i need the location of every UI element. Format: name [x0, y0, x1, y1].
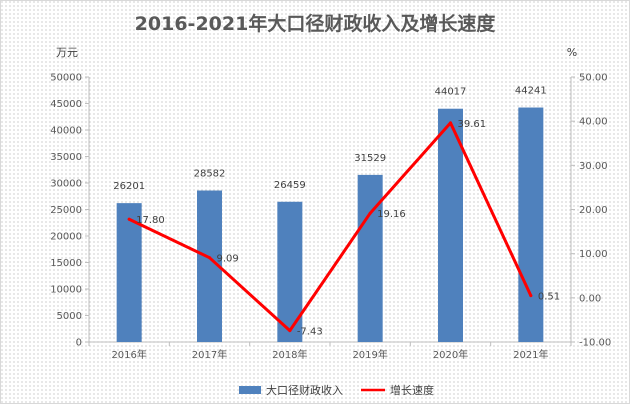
revenue-bar: [116, 203, 142, 342]
revenue-bar-label: 26201: [113, 181, 145, 192]
y-left-tick-label: 50000: [50, 73, 82, 84]
y-left-tick-label: 45000: [50, 99, 82, 110]
y-left-tick-label: 40000: [50, 126, 82, 137]
y-left-tick-label: 25000: [50, 205, 82, 216]
revenue-bar: [357, 174, 383, 342]
growth-rate-point: [449, 121, 452, 125]
growth-rate-point: [127, 217, 131, 221]
revenue-bar-label: 28582: [194, 169, 226, 180]
y-left-tick-label: 30000: [50, 179, 82, 190]
x-tick-label: 2019年: [352, 348, 387, 361]
y-left-tick-label: 0: [76, 338, 82, 349]
y-left-unit: 万元: [56, 46, 78, 59]
legend-label-revenue: 大口径财政收入: [266, 383, 343, 397]
growth-rate-label: 0.51: [538, 292, 560, 303]
chart-title: 2016-2021年大口径财政收入及增长速度: [135, 12, 497, 35]
y-right-tick-label: 20.00: [579, 205, 608, 216]
revenue-bar: [438, 108, 463, 342]
growth-rate-label: 9.09: [217, 254, 239, 265]
growth-rate-point: [288, 329, 292, 333]
revenue-bar-label: 44017: [435, 87, 467, 98]
y-right-tick-label: 30.00: [579, 161, 608, 172]
x-tick-label: 2021年: [513, 348, 548, 361]
y-right-tick-label: 10.00: [579, 249, 608, 260]
legend-label-growth: 增长速度: [390, 383, 434, 397]
growth-rate-label: 39.61: [458, 119, 487, 130]
y-right-tick-label: 50.00: [579, 73, 608, 84]
growth-rate-label: 17.80: [136, 215, 165, 226]
growth-rate-line: [127, 121, 533, 333]
revenue-bar: [518, 107, 544, 342]
revenue-bar-label: 44241: [515, 86, 547, 97]
growth-rate-point: [208, 256, 211, 260]
plot-area: 0 5000 10000 15000 20000 25000 30000 35000 40000…: [50, 73, 611, 362]
y-left-tick-label: 10000: [50, 285, 82, 296]
revenue-bar-label: 31529: [354, 153, 386, 164]
revenue-bar-label: 26459: [274, 180, 306, 191]
growth-rate-label: -7.43: [297, 327, 323, 338]
y-right-tick-label: 0.00: [579, 293, 601, 304]
x-tick-label: 2020年: [433, 348, 468, 361]
y-right-unit: %: [567, 46, 577, 59]
growth-rate-label: 19.16: [377, 209, 406, 220]
y-left-tick-label: 5000: [57, 311, 82, 322]
y-left-tick-label: 15000: [50, 258, 82, 269]
legend-swatch-revenue: [239, 386, 261, 394]
growth-rate-point: [368, 211, 372, 215]
y-left-tick-label: 35000: [50, 152, 82, 163]
y-left-tick-label: 20000: [50, 232, 82, 243]
x-tick-label: 2016年: [111, 348, 146, 361]
legend: 大口径财政收入 增长速度: [239, 383, 434, 397]
x-tick-label: 2018年: [272, 348, 307, 361]
y-right-tick-label: -10.00: [579, 338, 611, 349]
x-tick-label: 2017年: [192, 348, 227, 361]
growth-rate-point: [529, 294, 533, 298]
y-right-tick-label: 40.00: [579, 117, 608, 128]
